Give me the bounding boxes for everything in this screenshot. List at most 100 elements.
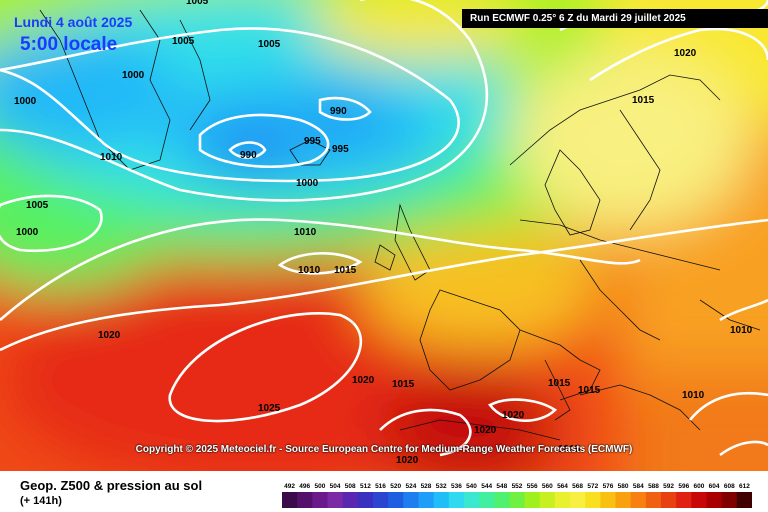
legend-swatch	[539, 492, 556, 508]
legend-swatch	[509, 492, 526, 508]
isobar-label: 1010	[730, 325, 753, 336]
legend-tick-label: 516	[375, 483, 386, 490]
isobar-label: 1000	[122, 70, 145, 81]
map-title: Geop. Z500 & pression au sol	[20, 478, 203, 493]
isobar-label: 990	[240, 150, 257, 161]
legend-tick-label: 604	[709, 483, 720, 490]
legend-swatch	[524, 492, 541, 508]
isobar-label: 1010	[682, 390, 705, 401]
legend-swatch	[721, 492, 738, 508]
legend-swatch	[403, 492, 419, 508]
legend-tick-label: 572	[587, 483, 598, 490]
isobar-label: 1005	[172, 36, 195, 47]
legend-tick-label: 504	[330, 483, 341, 490]
legend-swatch	[448, 492, 465, 508]
run-info: Run ECMWF 0.25° 6 Z du Mardi 29 juillet …	[462, 9, 768, 28]
legend-swatch	[736, 492, 752, 508]
legend-tick-label: 492	[284, 483, 295, 490]
isobar-label: 1020	[352, 375, 375, 386]
legend-swatch	[297, 492, 313, 508]
forecast-offset: (+ 141h)	[20, 495, 62, 507]
isobar-label: 1000	[16, 227, 39, 238]
forecast-map: 1005 1005 1005 1000 1000 990 990 995 995…	[0, 0, 768, 471]
isobar-label: 1020	[98, 330, 121, 341]
isobar-label: 1020	[396, 455, 419, 466]
isobars	[0, 0, 768, 457]
isobar-label: 1015	[578, 385, 601, 396]
legend-swatch	[342, 492, 359, 508]
legend-tick-label: 496	[299, 483, 310, 490]
legend-tick-label: 552	[512, 483, 523, 490]
isobar-label: 1025	[258, 403, 281, 414]
legend-tick-label: 608	[724, 483, 735, 490]
isobar-label: 1010	[294, 227, 317, 238]
legend-swatch	[585, 492, 601, 508]
legend-swatch	[676, 492, 692, 508]
isobar-label: 995	[332, 144, 349, 155]
legend-swatch	[373, 492, 389, 508]
legend-swatch	[615, 492, 632, 508]
isobar-label: 1020	[674, 48, 697, 59]
legend-tick-label: 568	[572, 483, 583, 490]
legend-tick-label: 532	[436, 483, 447, 490]
legend-swatch	[357, 492, 374, 508]
isobar-label: 1010	[298, 265, 321, 276]
coastlines	[39, 9, 761, 441]
legend-tick-label: 512	[360, 483, 371, 490]
legend-swatch	[494, 492, 510, 508]
legend-swatch	[661, 492, 677, 508]
forecast-time: 5:00 locale	[20, 34, 118, 55]
legend-swatch	[479, 492, 495, 508]
isobar-label: 1005	[26, 200, 49, 211]
legend-tick-label: 612	[739, 483, 750, 490]
legend-swatch	[706, 492, 723, 508]
legend-tick-label: 576	[603, 483, 614, 490]
isobar-labels: 1005 1005 1005 1000 1000 990 990 995 995…	[14, 0, 753, 466]
isobar-label: 1020	[474, 425, 497, 436]
legend-tick-label: 524	[405, 483, 416, 490]
legend-swatch	[600, 492, 617, 508]
legend-tick-label: 596	[678, 483, 689, 490]
legend-swatch	[630, 492, 647, 508]
legend-tick-label: 556	[527, 483, 538, 490]
copyright-notice: Copyright © 2025 Meteociel.fr - Source E…	[135, 444, 633, 455]
isobar-label: 1015	[334, 265, 357, 276]
isobar-label: 1000	[14, 96, 37, 107]
legend-tick-label: 500	[314, 483, 325, 490]
forecast-date: Lundi 4 août 2025	[14, 14, 133, 30]
legend-swatch	[570, 492, 586, 508]
legend-tick-label: 564	[557, 483, 568, 490]
legend-tick-label: 592	[663, 483, 674, 490]
isobar-label: 1005	[186, 0, 209, 7]
legend-swatch	[388, 492, 404, 508]
isobar-label: 1000	[296, 178, 319, 189]
legend-tick-label: 520	[390, 483, 401, 490]
legend-tick-label: 580	[618, 483, 629, 490]
isobar-label: 990	[330, 106, 347, 117]
isobar-label: 995	[304, 136, 321, 147]
legend-tick-label: 544	[481, 483, 492, 490]
isobar-label: 1020	[502, 410, 525, 421]
isobar-label: 1015	[558, 444, 581, 455]
legend-swatch	[554, 492, 571, 508]
legend-swatch	[645, 492, 662, 508]
isobar-label: 1010	[100, 152, 123, 163]
legend-swatch	[282, 492, 298, 508]
legend-tick-label: 536	[451, 483, 462, 490]
isobar-label: 1005	[258, 39, 281, 50]
legend-swatch	[327, 492, 344, 508]
geopotential-field: 1005 1005 1005 1000 1000 990 990 995 995…	[0, 0, 768, 471]
legend-swatch	[691, 492, 708, 508]
legend-tick-label: 584	[633, 483, 644, 490]
legend-tick-label: 508	[345, 483, 356, 490]
isobar-label: 1015	[392, 379, 415, 390]
legend-swatch	[463, 492, 480, 508]
legend-tick-label: 548	[496, 483, 507, 490]
legend-swatch	[418, 492, 435, 508]
legend-swatch	[312, 492, 328, 508]
legend-tick-label: 588	[648, 483, 659, 490]
legend-tick-label: 528	[421, 483, 432, 490]
isobar-label: 1015	[548, 378, 571, 389]
legend-swatch	[433, 492, 450, 508]
